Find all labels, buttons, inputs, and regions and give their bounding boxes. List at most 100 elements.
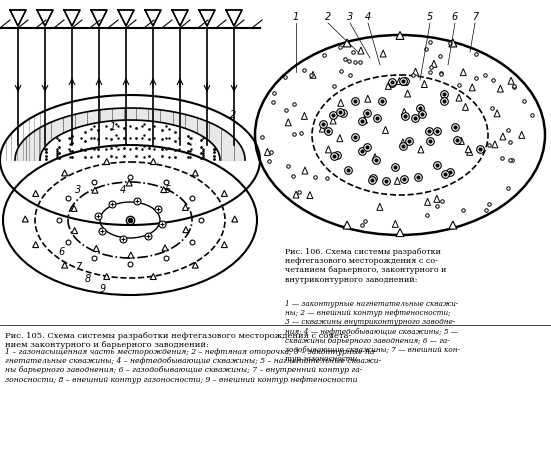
Text: 5: 5 xyxy=(165,185,171,195)
Text: 1: 1 xyxy=(293,12,299,22)
Polygon shape xyxy=(508,77,514,84)
Polygon shape xyxy=(377,204,383,211)
Polygon shape xyxy=(425,198,430,205)
Polygon shape xyxy=(199,10,215,26)
Text: 2: 2 xyxy=(325,12,331,22)
Polygon shape xyxy=(330,117,336,124)
Polygon shape xyxy=(232,216,237,222)
Text: 7: 7 xyxy=(472,12,478,22)
Polygon shape xyxy=(192,170,198,176)
Polygon shape xyxy=(365,95,371,102)
Polygon shape xyxy=(518,131,525,138)
Polygon shape xyxy=(494,110,500,117)
Polygon shape xyxy=(434,196,440,202)
Text: 4: 4 xyxy=(120,185,126,195)
Polygon shape xyxy=(469,84,476,91)
Polygon shape xyxy=(396,228,404,236)
Text: c: c xyxy=(550,137,551,147)
Polygon shape xyxy=(358,47,364,54)
Polygon shape xyxy=(418,146,424,153)
Polygon shape xyxy=(456,94,462,101)
Polygon shape xyxy=(372,154,378,161)
Polygon shape xyxy=(307,192,313,198)
Polygon shape xyxy=(310,71,316,78)
Polygon shape xyxy=(92,187,98,193)
Polygon shape xyxy=(104,274,110,280)
Polygon shape xyxy=(126,180,132,186)
Polygon shape xyxy=(467,149,473,156)
Polygon shape xyxy=(264,149,271,156)
Text: 5: 5 xyxy=(427,12,433,22)
Polygon shape xyxy=(500,133,506,140)
Polygon shape xyxy=(396,78,402,85)
Polygon shape xyxy=(361,116,368,123)
Text: Рис. 106. Схема системы разработки
нефтегазового месторождения с со-
четанием ба: Рис. 106. Схема системы разработки нефте… xyxy=(285,248,446,283)
Text: 2: 2 xyxy=(230,110,236,120)
Text: 1 — законтурные нагнетательные скважи-
ны; 2 — внешний контур нефтеносности;
3 —: 1 — законтурные нагнетательные скважи- н… xyxy=(285,300,460,363)
Polygon shape xyxy=(226,10,242,26)
Polygon shape xyxy=(385,82,391,89)
Polygon shape xyxy=(150,274,156,280)
Polygon shape xyxy=(71,205,77,212)
Polygon shape xyxy=(413,68,419,75)
Polygon shape xyxy=(431,60,437,67)
Polygon shape xyxy=(492,141,498,148)
Polygon shape xyxy=(319,125,325,132)
Polygon shape xyxy=(162,245,168,251)
Polygon shape xyxy=(326,146,331,153)
Polygon shape xyxy=(343,221,351,229)
Polygon shape xyxy=(392,220,398,227)
Polygon shape xyxy=(182,204,188,211)
Polygon shape xyxy=(401,109,407,116)
Polygon shape xyxy=(395,177,400,184)
Polygon shape xyxy=(404,90,410,97)
Polygon shape xyxy=(118,10,134,26)
Polygon shape xyxy=(422,80,428,87)
Polygon shape xyxy=(150,158,156,164)
Polygon shape xyxy=(301,112,307,119)
Text: 1 – газонасыщенная часть месторождения; 2 – нефтяная оторочка; 3 – законтурные н: 1 – газонасыщенная часть месторождения; … xyxy=(5,348,381,384)
Polygon shape xyxy=(62,170,68,176)
Polygon shape xyxy=(72,227,78,234)
Polygon shape xyxy=(302,167,308,174)
Polygon shape xyxy=(64,10,80,26)
Polygon shape xyxy=(293,191,299,198)
Polygon shape xyxy=(382,126,388,133)
Polygon shape xyxy=(449,221,457,229)
Polygon shape xyxy=(33,242,39,248)
Polygon shape xyxy=(222,242,228,248)
Polygon shape xyxy=(337,135,343,141)
Polygon shape xyxy=(91,10,107,26)
Polygon shape xyxy=(192,262,198,268)
Polygon shape xyxy=(128,252,134,258)
Polygon shape xyxy=(145,10,161,26)
Polygon shape xyxy=(222,190,228,196)
Text: 9: 9 xyxy=(100,284,106,294)
Polygon shape xyxy=(343,39,351,47)
Polygon shape xyxy=(10,10,26,26)
Polygon shape xyxy=(462,103,468,110)
Text: 1: 1 xyxy=(110,122,116,132)
Text: 8: 8 xyxy=(85,274,91,284)
Polygon shape xyxy=(400,139,406,146)
Polygon shape xyxy=(380,50,386,57)
Polygon shape xyxy=(93,245,99,251)
Text: 3: 3 xyxy=(347,12,353,22)
Text: 4: 4 xyxy=(365,12,371,22)
Polygon shape xyxy=(498,85,504,92)
Polygon shape xyxy=(460,69,466,76)
Polygon shape xyxy=(396,31,404,39)
Polygon shape xyxy=(338,99,344,106)
Polygon shape xyxy=(183,227,189,233)
Polygon shape xyxy=(172,10,188,26)
Polygon shape xyxy=(62,262,68,268)
Polygon shape xyxy=(161,187,167,193)
Polygon shape xyxy=(465,146,471,153)
Polygon shape xyxy=(285,119,291,126)
Polygon shape xyxy=(458,137,464,144)
Polygon shape xyxy=(449,39,457,47)
Polygon shape xyxy=(37,10,53,26)
Text: Рис. 105. Схема системы разработки нефтегазового месторождения с сочета-
нием за: Рис. 105. Схема системы разработки нефте… xyxy=(5,332,352,349)
Polygon shape xyxy=(33,190,39,196)
Polygon shape xyxy=(402,78,408,85)
